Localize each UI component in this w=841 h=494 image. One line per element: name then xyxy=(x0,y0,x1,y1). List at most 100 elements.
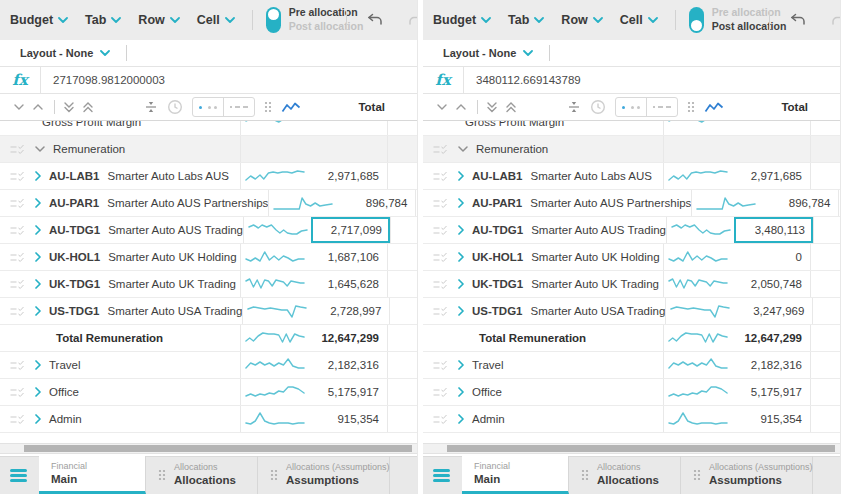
table-row[interactable]: UK-TDG1Smarter Auto UK Trading2,050,748 xyxy=(423,271,840,298)
row-label-cell[interactable]: AU-LAB1Smarter Auto Labs AUS xyxy=(423,163,663,189)
sparkline-cell[interactable] xyxy=(663,244,731,270)
table-row[interactable]: Travel2,182,316 xyxy=(423,352,840,379)
sparkline-cell[interactable] xyxy=(240,163,308,189)
sparkline-cell[interactable] xyxy=(663,136,731,162)
sparkline-cell[interactable] xyxy=(691,190,759,216)
expand-chevron-icon[interactable] xyxy=(458,252,464,262)
expand-chevron-icon[interactable] xyxy=(458,171,464,181)
row-label-cell[interactable]: AU-LAB1Smarter Auto Labs AUS xyxy=(0,163,240,189)
row-label-cell[interactable]: UK-HOL1Smarter Auto UK Holding xyxy=(423,244,663,270)
table-row[interactable]: AU-PAR1Smarter Auto AUS Partnerships896,… xyxy=(0,190,417,217)
collapse-chevron-icon[interactable] xyxy=(458,146,468,152)
toggle-pill[interactable] xyxy=(689,7,704,33)
menu-budget[interactable]: Budget xyxy=(433,13,491,27)
double-chevron-down-icon[interactable] xyxy=(487,102,497,113)
menu-row[interactable]: Row xyxy=(561,13,602,27)
line-chart-icon[interactable] xyxy=(704,101,724,114)
expand-chevron-icon[interactable] xyxy=(458,387,464,397)
sparkline-style-control[interactable] xyxy=(615,97,678,117)
tab-allocations[interactable]: AllocationsAllocations xyxy=(569,456,681,494)
empty-cell[interactable] xyxy=(814,217,840,243)
history-clock-icon[interactable] xyxy=(590,99,606,115)
empty-cell[interactable] xyxy=(390,298,417,324)
empty-cell[interactable] xyxy=(811,163,840,189)
empty-cell[interactable] xyxy=(813,298,840,324)
sparkline-cell[interactable] xyxy=(268,190,336,216)
expand-chevron-icon[interactable] xyxy=(458,306,464,316)
row-drag-icon[interactable] xyxy=(10,279,25,290)
table-row[interactable]: AU-LAB1Smarter Auto Labs AUS 2,971,685 xyxy=(0,163,417,190)
row-label-cell[interactable]: US-TDG1Smarter Auto USA Trading xyxy=(423,298,665,324)
table-row[interactable]: UK-HOL1Smarter Auto UK Holding1,687,106 xyxy=(0,244,417,271)
expand-chevron-icon[interactable] xyxy=(35,252,41,262)
tab-drag-icon[interactable] xyxy=(693,469,701,481)
scrollbar-thumb[interactable] xyxy=(447,445,835,452)
row-drag-icon[interactable] xyxy=(433,414,448,425)
row-label-cell[interactable]: Travel xyxy=(423,352,663,378)
empty-cell[interactable] xyxy=(839,190,840,216)
table-row[interactable]: US-TDG1Smarter Auto USA Trading 3,247,969 xyxy=(423,298,840,325)
row-drag-icon[interactable] xyxy=(10,144,25,155)
empty-cell[interactable] xyxy=(388,379,417,405)
history-clock-icon[interactable] xyxy=(167,99,183,115)
table-row[interactable]: Admin915,354 xyxy=(0,406,417,433)
chevron-up-icon[interactable] xyxy=(456,104,466,110)
collapse-chevron-icon[interactable] xyxy=(35,146,45,152)
table-row[interactable]: Remuneration xyxy=(0,136,417,163)
menu-row[interactable]: Row xyxy=(138,13,179,27)
sparkline-cell[interactable] xyxy=(663,271,731,297)
sparkline-cell[interactable] xyxy=(243,217,311,243)
table-row[interactable]: Total Remuneration12,647,299 xyxy=(423,325,840,352)
expand-chevron-icon[interactable] xyxy=(458,225,464,235)
sparkline-cell[interactable] xyxy=(663,352,731,378)
menu-tab[interactable]: Tab xyxy=(508,13,544,27)
value-cell[interactable] xyxy=(731,136,811,162)
value-cell[interactable]: 3,247,969 xyxy=(733,298,813,324)
menu-icon[interactable] xyxy=(433,467,450,485)
empty-cell[interactable] xyxy=(388,244,417,270)
empty-cell[interactable] xyxy=(388,136,417,162)
row-label-cell[interactable]: UK-TDG1Smarter Auto UK Trading xyxy=(423,271,663,297)
empty-cell[interactable] xyxy=(388,271,417,297)
row-drag-icon[interactable] xyxy=(10,306,25,317)
row-label-cell[interactable]: Remuneration xyxy=(423,136,663,162)
column-header-total[interactable]: Total xyxy=(781,101,808,113)
value-cell[interactable]: 0 xyxy=(731,244,811,270)
value-cell[interactable]: 1,687,106 xyxy=(308,244,388,270)
table-row[interactable]: AU-TDG1Smarter Auto AUS Trading2,717,099 xyxy=(0,217,417,244)
tab-drag-icon[interactable] xyxy=(158,469,166,481)
value-cell[interactable]: 5,175,917 xyxy=(731,379,811,405)
horizontal-scrollbar[interactable] xyxy=(0,443,417,454)
drag-handle-icon[interactable] xyxy=(687,101,695,113)
sparkline-cell[interactable] xyxy=(240,325,308,351)
expand-chevron-icon[interactable] xyxy=(458,414,464,424)
row-drag-icon[interactable] xyxy=(433,198,448,209)
sparkline-cell[interactable] xyxy=(240,136,308,162)
sparkline-cell[interactable] xyxy=(663,163,731,189)
empty-cell[interactable] xyxy=(811,136,840,162)
row-height-icon[interactable] xyxy=(144,99,158,115)
sparkline-cell[interactable] xyxy=(242,298,310,324)
row-label-cell[interactable]: Total Remuneration xyxy=(423,325,663,351)
value-cell[interactable] xyxy=(731,121,811,135)
row-label-cell[interactable]: AU-PAR1Smarter Auto AUS Partnerships xyxy=(0,190,268,216)
empty-cell[interactable] xyxy=(388,121,417,135)
dash-style-option[interactable] xyxy=(647,106,677,108)
column-header-total[interactable]: Total xyxy=(358,101,385,113)
row-label-cell[interactable]: Gross Profit Margin xyxy=(0,121,240,135)
redo-button[interactable] xyxy=(408,13,418,29)
row-drag-icon[interactable] xyxy=(433,144,448,155)
value-cell[interactable]: 896,784 xyxy=(759,190,839,216)
value-cell[interactable]: 12,647,299 xyxy=(308,325,388,351)
sparkline-cell[interactable] xyxy=(663,121,731,135)
menu-cell[interactable]: Cell xyxy=(197,13,235,27)
double-chevron-up-icon[interactable] xyxy=(506,102,516,113)
undo-button[interactable] xyxy=(790,13,806,29)
row-label-cell[interactable]: Admin xyxy=(423,406,663,432)
empty-cell[interactable] xyxy=(811,352,840,378)
value-cell[interactable]: 2,971,685 xyxy=(308,163,388,189)
sparkline-cell[interactable] xyxy=(240,379,308,405)
value-cell[interactable]: 2,182,316 xyxy=(308,352,388,378)
table-row[interactable]: Office5,175,917 xyxy=(423,379,840,406)
menu-budget[interactable]: Budget xyxy=(10,13,68,27)
